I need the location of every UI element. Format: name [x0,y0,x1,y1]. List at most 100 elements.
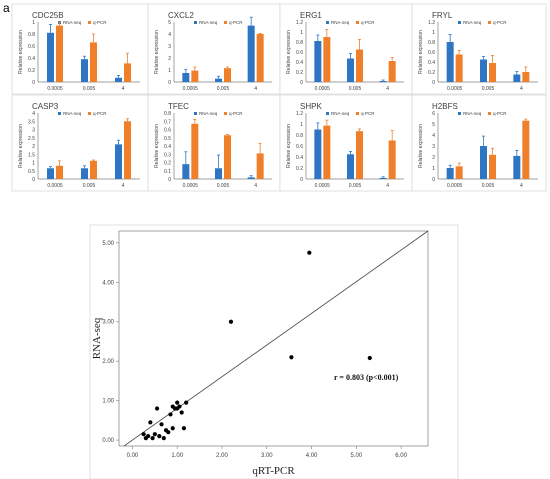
bar-qpcr [323,37,331,82]
bar-qpcr [455,166,463,179]
y-tick-label: 1 [32,20,35,26]
y-tick-label: 6 [432,111,435,117]
scatter-point [175,400,180,405]
bar-chart-h2bfs: H2BFS 0 1 2 3 4 5 6 Relative expression RNA-seq q-… [411,94,547,192]
y-tick-label: 0 [432,177,435,183]
y-tick-label: 0 [32,177,35,183]
legend-swatch [458,21,461,24]
bar-rna-seq [182,73,190,82]
y-tick-label: 1.00 [102,399,114,405]
bar-rna-seq [446,168,454,179]
y-tick-label: 0.6 [296,144,303,150]
y-tick-label: 1 [168,68,171,74]
bar-qpcr [489,154,496,179]
bar-rna-seq [314,129,322,179]
y-tick-label: 0.4 [296,155,303,161]
bar-rna-seq [47,32,54,82]
chart-title: SHPK [300,102,322,111]
legend-swatch [224,21,227,24]
y-tick-label: 0.4 [428,60,435,66]
x-tick-label: 3.00 [261,453,273,459]
scatter-point [141,432,146,437]
y-tick-label: 3.5 [28,119,35,125]
bar-qpcr [256,153,264,179]
y-tick-label: 2.00 [102,359,114,365]
scatter-point [184,400,189,405]
y-tick-label: 1 [300,122,303,128]
x-tick-label: 4 [520,86,523,92]
bar-rna-seq [347,154,354,179]
y-axis-label: Relative expression [154,30,160,74]
chart-title: FRYL [432,11,453,20]
legend-label: q-PCR [93,20,107,25]
x-tick-label: 0.005 [83,86,96,92]
bar-qpcr [388,61,396,82]
legend-swatch [488,112,491,115]
y-tick-label: 0.8 [28,32,35,38]
x-tick-label: 0.0005 [315,183,331,189]
bar-qpcr [56,165,63,179]
chart-title: TFEC [168,102,189,111]
y-tick-label: 0.8 [296,133,303,139]
bar-qpcr [90,160,97,179]
y-tick-label: 0.3 [164,152,171,158]
bar-qpcr [56,25,63,83]
scatter-point [181,426,187,431]
y-tick-label: 2 [32,144,35,150]
y-tick-label: 0.8 [164,111,171,117]
y-tick-label: 4 [32,111,35,117]
y-tick-label: 0.00 [102,438,114,444]
y-tick-label: 0.4 [164,144,171,150]
y-tick-label: 5.00 [102,241,114,247]
y-tick-label: 0.6 [296,50,303,56]
bar-rna-seq [115,77,122,82]
y-tick-label: 4 [432,133,435,139]
x-tick-label: 0.0005 [447,86,463,92]
legend-label: q-PCR [229,20,243,25]
y-axis-label: Relative expression [154,124,160,168]
y-tick-label: 4 [168,32,171,38]
bar-chart-erg1: ERG1 0 0.2 0.4 0.6 0.8 1 1.2 Relative expression… [279,3,413,95]
y-tick-label: 3 [168,44,171,50]
bar-rna-seq [182,164,190,179]
legend-label: RNA-seq [331,20,350,25]
y-axis-label: Relative expression [286,30,292,74]
bar-qpcr [356,49,363,82]
bar-qpcr [191,70,199,82]
y-tick-label: 0.6 [28,44,35,50]
y-tick-label: 0.2 [164,161,171,167]
chart-title: CDC25B [32,11,64,20]
scatter-point [170,426,175,431]
correlation-annotation: r = 0.803 (p<0.001) [334,373,399,382]
bar-qpcr [256,34,264,82]
bar-rna-seq [379,81,387,82]
legend-label: q-PCR [229,111,243,116]
bar-rna-seq [513,155,521,179]
y-tick-label: 0 [300,177,303,183]
y-tick-label: 1.2 [428,20,435,26]
x-tick-label: 0.005 [349,183,362,189]
scatter-point [177,404,182,409]
y-tick-label: 0.8 [428,40,435,46]
y-tick-label: 0.6 [428,50,435,56]
y-tick-label: 0.1 [164,169,171,175]
chart-title: ERG1 [300,11,322,20]
bar-qpcr [522,72,530,82]
legend-label: q-PCR [93,111,107,116]
scatter-point [146,434,151,439]
x-tick-label: 4.00 [306,453,318,459]
scatter-point [168,412,173,417]
legend-label: q-PCR [493,111,507,116]
bar-qpcr [124,63,131,82]
legend-swatch [194,21,197,24]
x-tick-label: 2.00 [216,453,228,459]
y-tick-label: 2.5 [28,136,35,142]
bar-qpcr [489,63,496,82]
bar-qpcr [224,68,231,82]
x-tick-label: 1.00 [171,453,183,459]
chart-title: CXCL2 [168,11,194,20]
y-axis-label: RNA-seq [91,317,103,359]
y-tick-label: 0.2 [296,70,303,76]
legend-label: q-PCR [493,20,507,25]
bar-chart-tfec: TFEC 0 0.1 0.2 0.3 0.4 0.5 0.6 0.7 0.8 Relative ex… [147,94,281,192]
